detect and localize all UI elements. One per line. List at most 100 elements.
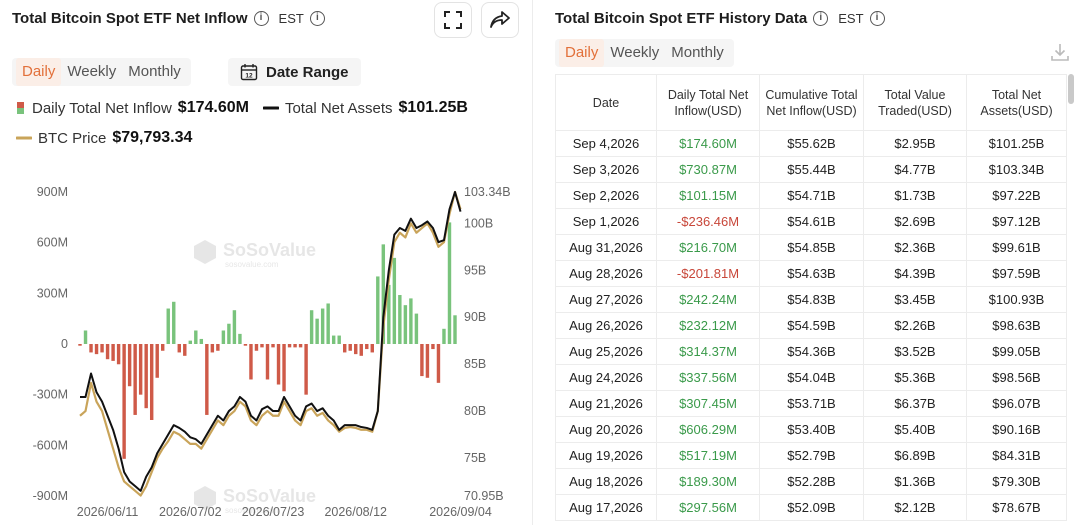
btc-price-line[interactable] [79, 190, 462, 497]
inflow-bar[interactable] [403, 305, 408, 344]
inflow-bar[interactable] [78, 344, 82, 346]
inflow-bar[interactable] [320, 308, 325, 344]
inflow-bar[interactable] [414, 313, 419, 344]
inflow-bar[interactable] [188, 340, 192, 344]
inflow-bar[interactable] [276, 344, 281, 385]
inflow-bar[interactable] [205, 344, 209, 415]
inflow-bar[interactable] [221, 330, 226, 344]
inflow-bar[interactable] [447, 222, 452, 344]
inflow-bar[interactable] [216, 344, 220, 351]
tab-daily[interactable]: Daily [16, 58, 62, 86]
inflow-bar[interactable] [398, 295, 402, 344]
inflow-bar[interactable] [271, 344, 275, 348]
history-tab-monthly[interactable]: Monthly [671, 44, 724, 61]
inflow-bar[interactable] [298, 344, 303, 348]
history-tab-weekly[interactable]: Weekly [610, 44, 660, 61]
inflow-bar[interactable] [210, 344, 215, 353]
inflow-bar[interactable] [370, 344, 374, 353]
inflow-bar[interactable] [144, 344, 148, 409]
inflow-bar[interactable] [238, 333, 242, 344]
table-row[interactable]: Sep 4,2026 $174.60M $55.62B $2.95B $101.25B [555, 130, 1067, 157]
inflow-bar[interactable] [122, 344, 126, 459]
legend-inflow[interactable]: Daily Total Net Inflow $174.60M Total Ne… [16, 99, 468, 117]
inflow-bar[interactable] [409, 298, 413, 344]
table-row[interactable]: Aug 31,2026 $216.70M $54.85B $2.36B $99.61B [555, 234, 1067, 261]
table-row[interactable]: Sep 2,2026 $101.15M $54.71B $1.73B $97.22B [555, 182, 1067, 209]
inflow-bar[interactable] [199, 338, 204, 344]
table-row[interactable]: Aug 21,2026 $307.45M $53.71B $6.37B $96.07B [555, 390, 1067, 417]
history-timezone-info-icon[interactable]: i [869, 11, 885, 26]
inflow-bar[interactable] [287, 344, 292, 348]
inflow-bar[interactable] [133, 344, 137, 415]
tab-monthly[interactable]: Monthly [128, 63, 181, 80]
download-icon[interactable] [1050, 42, 1070, 62]
table-row[interactable]: Sep 1,2026 -$236.46M $54.61B $2.69B $97.12B [555, 208, 1067, 235]
inflow-bar[interactable] [293, 344, 297, 348]
inflow-bar[interactable] [254, 344, 259, 351]
inflow-bar[interactable] [425, 344, 430, 378]
table-row[interactable]: Aug 19,2026 $517.19M $52.79B $6.89B $84.31B [555, 442, 1067, 469]
tab-weekly[interactable]: Weekly [67, 63, 117, 80]
inflow-bar[interactable] [392, 257, 397, 344]
table-row[interactable]: Aug 25,2026 $314.37M $54.36B $3.52B $99.05B [555, 338, 1067, 365]
inflow-bar[interactable] [111, 344, 115, 361]
inflow-bar[interactable] [105, 344, 110, 360]
inflow-bar[interactable] [260, 344, 264, 348]
date-range-button[interactable]: 12 Date Range [228, 58, 361, 86]
fullscreen-button[interactable] [434, 2, 472, 38]
history-tab-daily[interactable]: Daily [559, 39, 605, 67]
inflow-bar[interactable] [354, 344, 358, 355]
inflow-bar[interactable] [304, 344, 308, 395]
total-net-assets-line[interactable] [80, 191, 462, 492]
history-info-icon[interactable]: i [813, 11, 829, 26]
inflow-bar[interactable] [420, 344, 424, 377]
legend-btc[interactable]: BTC Price $79,793.34 [16, 129, 192, 147]
inflow-bar[interactable] [232, 310, 237, 344]
inflow-bar[interactable] [194, 330, 198, 344]
inflow-bar[interactable] [149, 344, 154, 420]
table-scrollbar[interactable] [1068, 74, 1074, 104]
table-row[interactable]: Aug 28,2026 -$201.81M $54.63B $4.39B $97.59B [555, 260, 1067, 287]
inflow-bar[interactable] [265, 344, 270, 380]
inflow-bar[interactable] [183, 344, 187, 356]
inflow-bar[interactable] [359, 344, 363, 356]
inflow-bar[interactable] [161, 344, 165, 351]
inflow-bar[interactable] [326, 303, 330, 344]
inflow-bar[interactable] [127, 344, 132, 387]
inflow-bar[interactable] [89, 344, 93, 353]
inflow-bar[interactable] [100, 344, 104, 353]
share-button[interactable] [481, 2, 519, 38]
inflow-bar[interactable] [177, 344, 181, 353]
table-row[interactable]: Aug 17,2026 $297.56M $52.09B $2.12B $78.67B [555, 494, 1067, 521]
inflow-bar[interactable] [116, 344, 121, 365]
inflow-bar[interactable] [282, 344, 286, 392]
table-row[interactable]: Aug 26,2026 $232.12M $54.59B $2.26B $98.63B [555, 312, 1067, 339]
inflow-bar[interactable] [243, 344, 248, 346]
inflow-bar[interactable] [309, 310, 314, 344]
inflow-bar[interactable] [227, 323, 231, 344]
inflow-bar[interactable] [343, 344, 347, 353]
inflow-bar[interactable] [172, 301, 176, 344]
net-inflow-chart[interactable]: SoSoValuesosovalue.comSoSoValuesosovalue… [0, 180, 530, 520]
inflow-bar[interactable] [436, 344, 441, 383]
inflow-bar[interactable] [155, 344, 159, 378]
table-row[interactable]: Sep 3,2026 $730.87M $55.44B $4.77B $103.34B [555, 156, 1067, 183]
inflow-bar[interactable] [348, 344, 352, 351]
inflow-bar[interactable] [249, 344, 253, 380]
inflow-bar[interactable] [387, 284, 391, 344]
inflow-bar[interactable] [376, 276, 380, 344]
timezone-info-icon[interactable]: i [309, 11, 325, 26]
inflow-bar[interactable] [138, 344, 143, 395]
inflow-bar[interactable] [331, 335, 336, 344]
table-row[interactable]: Aug 24,2026 $337.56M $54.04B $5.36B $98.56B [555, 364, 1067, 391]
inflow-bar[interactable] [431, 344, 435, 350]
inflow-bar[interactable] [365, 344, 369, 350]
table-row[interactable]: Aug 27,2026 $242.24M $54.83B $3.45B $100.93B [555, 286, 1067, 313]
table-row[interactable]: Aug 20,2026 $606.29M $53.40B $5.40B $90.16B [555, 416, 1067, 443]
inflow-bar[interactable] [337, 335, 341, 344]
inflow-bar[interactable] [94, 344, 99, 355]
inflow-bar[interactable] [453, 315, 457, 344]
inflow-bar[interactable] [381, 244, 386, 344]
table-row[interactable]: Aug 18,2026 $189.30M $52.28B $1.36B $79.30B [555, 468, 1067, 495]
inflow-bar[interactable] [83, 330, 88, 344]
